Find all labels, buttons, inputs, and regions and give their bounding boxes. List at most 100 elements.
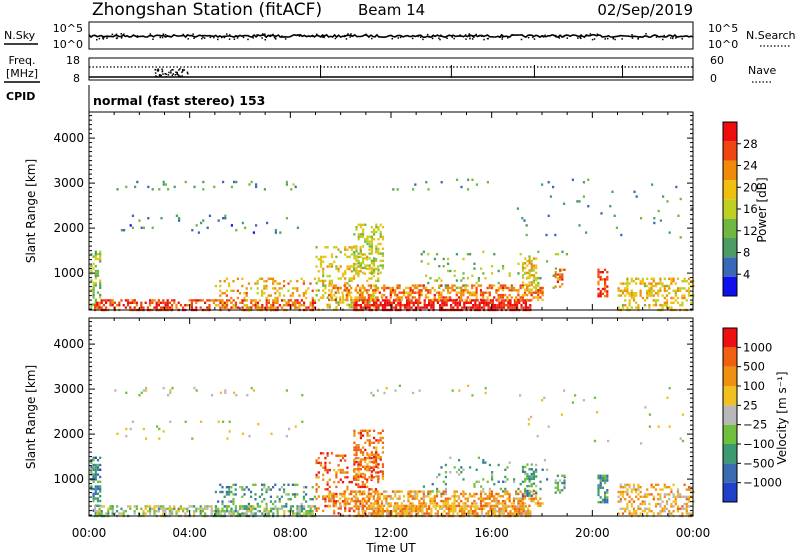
- scatter-cell: [601, 271, 604, 274]
- scatter-cell: [372, 267, 375, 271]
- scatter-cell: [296, 289, 299, 292]
- scatter-cell: [235, 229, 238, 232]
- scatter-cell: [375, 451, 378, 454]
- scatter-cell: [414, 510, 417, 513]
- scatter-cell: [604, 280, 607, 283]
- scatter-cell: [339, 277, 342, 280]
- noise-search-dot: [596, 34, 599, 37]
- scatter-cell: [155, 306, 158, 309]
- scatter-cell: [96, 306, 99, 309]
- scatter-cell: [449, 296, 452, 299]
- noise-search-dot: [256, 34, 258, 36]
- scatter-cell: [368, 245, 371, 248]
- scatter-cell: [502, 265, 505, 268]
- scatter-cell: [488, 495, 491, 498]
- scatter-cell: [335, 471, 338, 474]
- scatter-cell: [500, 507, 503, 510]
- scatter-cell: [379, 242, 382, 246]
- scatter-cell: [343, 495, 346, 498]
- scatter-cell: [593, 396, 596, 399]
- scatter-cell: [536, 435, 539, 438]
- scatter-cell: [489, 299, 492, 302]
- scatter-cell: [355, 250, 358, 253]
- scatter-cell: [495, 298, 498, 302]
- scatter-cell: [475, 468, 478, 471]
- scatter-cell: [410, 510, 413, 513]
- scatter-cell: [690, 284, 693, 288]
- scatter-cell: [99, 463, 102, 467]
- scatter-cell: [142, 510, 145, 513]
- scatter-cell: [461, 505, 464, 508]
- scatter-cell: [444, 497, 447, 500]
- scatter-cell: [635, 495, 638, 498]
- scatter-cell: [368, 488, 371, 491]
- scatter-cell: [208, 299, 211, 302]
- scatter-cell: [343, 504, 346, 508]
- scatter-cell: [96, 512, 99, 515]
- scatter-cell: [676, 488, 680, 491]
- scatter-cell: [370, 240, 373, 243]
- scatter-cell: [302, 495, 305, 498]
- scatter-cell: [377, 477, 380, 480]
- scatter-cell: [361, 296, 364, 299]
- scatter-cell: [374, 279, 378, 283]
- scatter-cell: [222, 180, 225, 184]
- scatter-cell: [140, 304, 143, 307]
- scatter-cell: [394, 490, 397, 493]
- scatter-cell: [532, 286, 536, 289]
- scatter-cell: [535, 257, 538, 260]
- noise-search-dot: [121, 35, 123, 38]
- scatter-cell: [90, 487, 93, 491]
- scatter-cell: [409, 289, 412, 292]
- scatter-cell: [679, 287, 682, 290]
- scatter-cell: [528, 480, 531, 483]
- noise-search-dot: [533, 38, 536, 40]
- scatter-cell: [398, 284, 401, 287]
- scatter-cell: [355, 269, 358, 272]
- scatter-cell: [541, 502, 544, 505]
- scatter-cell: [519, 296, 522, 299]
- scatter-cell: [650, 292, 653, 295]
- scatter-cell: [390, 512, 393, 515]
- scatter-cell: [685, 505, 688, 508]
- scatter-cell: [362, 259, 365, 262]
- scatter-cell: [307, 505, 310, 508]
- scatter-cell: [490, 284, 494, 287]
- scatter-cell: [184, 507, 187, 510]
- scatter-cell: [556, 481, 559, 485]
- noise-search-dot: [468, 33, 470, 35]
- scatter-cell: [679, 236, 682, 239]
- scatter-cell: [479, 495, 483, 498]
- scatter-cell: [245, 510, 248, 513]
- scatter-cell: [418, 293, 421, 297]
- scatter-cell: [654, 299, 658, 302]
- scatter-cell: [672, 483, 675, 486]
- scatter-cell: [94, 475, 97, 479]
- scatter-cell: [353, 245, 356, 248]
- scatter-cell: [621, 495, 625, 498]
- scatter-cell: [353, 470, 356, 473]
- scatter-cell: [657, 502, 660, 506]
- scatter-cell: [261, 512, 264, 515]
- scatter-cell: [341, 298, 345, 302]
- scatter-cell: [113, 306, 116, 309]
- scatter-cell: [90, 485, 93, 488]
- scatter-cell: [650, 289, 653, 292]
- scatter-cell: [683, 280, 686, 283]
- scatter-cell: [285, 304, 288, 307]
- scatter-cell: [345, 293, 348, 297]
- scatter-cell: [332, 298, 335, 302]
- scatter-cell: [451, 502, 454, 505]
- scatter-cell: [597, 486, 600, 489]
- scatter-cell: [330, 282, 334, 285]
- scatter-cell: [142, 512, 145, 515]
- scatter-cell: [559, 479, 562, 482]
- noise-search-dot: [566, 37, 569, 39]
- noise-search-dot: [102, 37, 104, 39]
- nave-dip-dot: [181, 70, 184, 72]
- scatter-cell: [643, 502, 647, 506]
- scatter-cell: [453, 492, 456, 496]
- scatter-cell: [493, 296, 496, 299]
